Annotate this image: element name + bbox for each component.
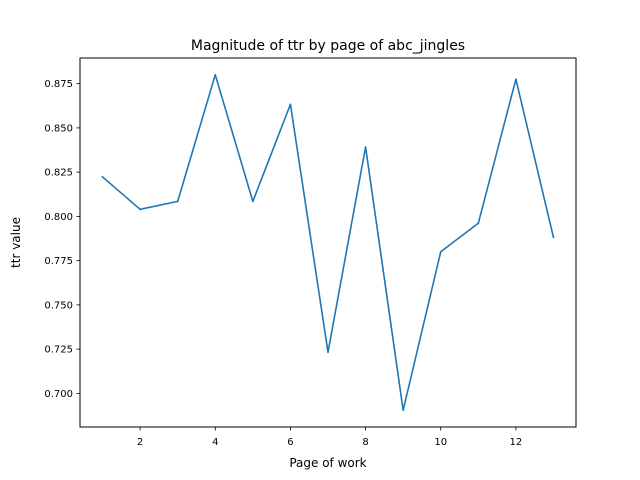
y-tick-label: 0.750 [44,300,73,311]
y-tick-label: 0.875 [44,79,73,90]
x-tick-label: 10 [434,437,447,448]
y-tick-label: 0.725 [44,345,73,356]
y-tick-label: 0.850 [44,123,73,134]
series-layer [101,73,555,412]
data-point [552,236,555,239]
chart-title: Magnitude of ttr by page of abc_jingles [191,38,465,54]
data-point [176,200,179,203]
data-point [439,250,442,253]
y-tick-label: 0.800 [44,212,73,223]
data-point [139,208,142,211]
y-tick-label: 0.700 [44,389,73,400]
x-axis-label: Page of work [289,456,366,470]
x-axis-ticks: 2 4 6 8 10 12 [137,427,522,448]
data-point [289,103,292,106]
data-point [101,176,104,178]
x-tick-label: 4 [212,437,218,448]
data-point [327,351,329,354]
data-point [514,78,517,81]
data-point [251,200,254,203]
x-tick-label: 2 [137,437,143,448]
data-point [214,73,217,76]
y-tick-label: 0.825 [44,168,73,179]
y-axis-ticks: 0.700 0.725 0.750 0.775 0.800 0.825 0.850 0.875 [44,79,80,400]
data-point [402,409,405,412]
data-point [477,222,480,225]
x-tick-label: 8 [362,437,368,448]
axes-frame [79,57,577,428]
y-tick-label: 0.775 [44,256,73,267]
x-tick-label: 6 [287,437,293,448]
data-point [364,146,367,148]
x-tick-label: 12 [510,437,523,448]
y-axis-label: ttr value [9,217,23,268]
